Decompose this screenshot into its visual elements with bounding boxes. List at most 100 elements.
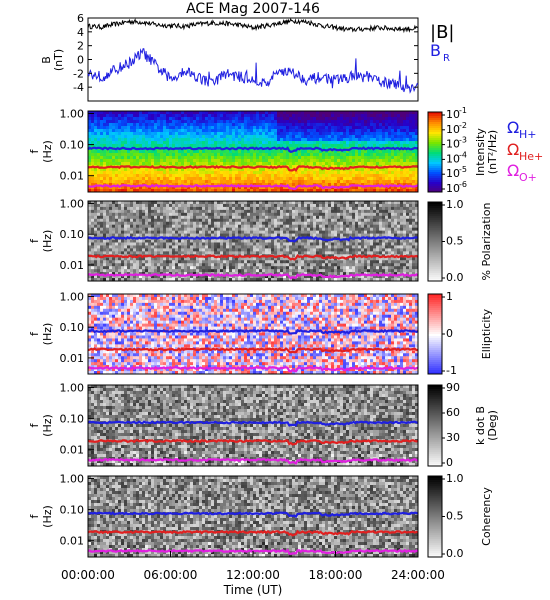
y-axis-label: f (Hz) [28,140,54,163]
panel-coherency: 1.00 0.10 0.01 f (Hz) 1.0 0.5 0.0 Coherency [28,472,493,560]
y-tick-label: 0.01 [60,259,85,272]
overlay-line-o-plus [87,457,419,465]
heatmap-cells [88,385,419,467]
overlay-line-h-plus [88,328,419,335]
y-tick-label: 1.00 [60,197,85,210]
panel-ellipticity: 1.00 0.10 0.01 f (Hz) 1 0 -1 Ellipticity [28,290,493,377]
panel-frame [87,17,419,102]
y-axis-label: f (Hz) [28,323,54,346]
y-label-main: f [28,422,41,427]
legend-b-magnitude: |B| [430,22,454,43]
y-axis-label: f (Hz) [28,230,54,253]
y-axis-label: B (nT) [40,49,65,71]
y-axis-label: f (Hz) [28,414,54,437]
y-tick-label: 0.01 [60,170,85,183]
y-tick-label: 0.01 [60,352,85,365]
legend-b-r-subscript: R [443,53,450,64]
colorbar-tick-label: 0 [446,456,453,469]
colorbar-label-main: Coherency [480,487,493,546]
legend-b-r: B [430,41,441,60]
legend-omega: Ω [507,118,519,137]
colorbar-tick-label: -1 [446,364,457,377]
y-tick-label: 0.10 [60,504,85,517]
y-tick-label: 1.00 [60,107,85,120]
colorbar-tick-label: 10 [446,152,460,165]
panel-polarization: 1.00 0.10 0.01 f (Hz) 1.0 0.5 0.0 % Polarization [28,197,493,284]
y-tick-label: -2 [73,67,84,80]
colorbar-tick-exponent: -1 [459,106,467,115]
x-tick-label: 12:00:00 [226,568,280,582]
panel-frame [87,384,419,467]
y-tick-label: 0.10 [60,413,85,426]
x-axis: 00:00:00 06:00:00 12:00:00 18:00:00 24:00:00… [61,551,445,597]
colorbar-tick-label: 10 [446,138,460,151]
panel-frame [87,293,419,375]
y-tick-label: 4 [77,26,84,39]
y-tick-label: -4 [73,81,84,94]
panel-intensity: 1.000.100.01f (Hz)10-110-210-310-410 -510-… [28,106,499,195]
colorbar-label-unit: (Deg) [486,410,499,441]
colorbar-label: Coherency [480,487,493,546]
colorbar-tick-label: 0.0 [446,271,464,284]
legend-omega: Ω [507,161,519,180]
colorbar-label-main: Ellipticity [480,308,493,359]
colorbar-tick-label: 0 [446,327,453,340]
y-tick-label: 1.00 [60,472,85,485]
y-label-unit: (Hz) [41,140,54,163]
y-label-main: f [28,238,41,243]
y-label-unit: (Hz) [41,414,54,437]
colorbar-frame [427,384,443,467]
y-tick-label: 2 [77,40,84,53]
y-tick-label: 0.10 [60,321,85,334]
colorbar-label: Ellipticity [480,308,493,359]
colorbar-tick-exponent: -6 [459,180,467,189]
y-label-unit: (Hz) [41,230,54,253]
overlay-line-he-plus [87,438,419,446]
colorbar-tick-label: 0.0 [446,547,464,560]
x-tick-label: 24:00:00 [391,568,445,582]
colorbar-tick-label: 10 [446,123,460,136]
x-tick-label: 00:00:00 [61,568,115,582]
colorbar-label-unit: (nT²/Hz) [486,130,499,174]
colorbar-tick-exponent: -2 [459,121,467,130]
colorbar: 1.0 0.5 0.0 % Polarization [427,198,493,284]
overlay-line-o-plus [87,548,419,556]
x-axis-label: Time (UT) [223,583,283,597]
colorbar-label-main: % Polarization [480,203,493,281]
panel-frame [87,110,419,193]
colorbar-tick-label: 10 [446,167,460,180]
colorbar: 1 0 -1 Ellipticity [427,290,493,377]
colorbar-label: % Polarization [480,203,493,281]
x-tick-label: 18:00:00 [309,568,363,582]
y-label-unit: (Hz) [41,505,54,528]
y-label-unit: (Hz) [41,323,54,346]
overlay-line-o-plus [87,183,419,191]
colorbar: 1.0 0.5 0.0 Coherency [427,472,493,560]
colorbar-tick-exponent: -5 [459,165,467,174]
colorbar-tick-label: 0.5 [446,235,464,248]
colorbar-label: Intensity (nT²/Hz) [474,128,499,176]
y-label-main: f [28,513,41,518]
overlay-line-h-plus [87,511,419,519]
colorbar-label: k dot B (Deg) [474,406,499,445]
colorbar-tick-label: 30 [446,431,460,444]
panel-frame [87,200,419,282]
colorbar-tick-exponent: -3 [459,136,467,145]
y-label-main: B [40,56,53,64]
overlay-line-o-plus [87,365,419,373]
overlay-line-o-plus [87,272,419,280]
colorbar-tick-exponent: -4 [459,150,467,159]
overlay-line-he-plus [87,164,419,172]
y-tick-label: 6 [77,12,84,25]
y-tick-label: 1.00 [60,290,85,303]
colorbar-tick-label: 10 [446,182,460,195]
chart-title: ACE Mag 2007-146 [186,1,320,17]
series-line-b-magnitude [87,17,419,34]
colorbar-tick-label: 1.0 [446,472,464,485]
overlay-line-he-plus [87,253,419,261]
colorbar-tick-label: 60 [446,406,460,419]
overlay-line-h-plus [87,235,419,243]
